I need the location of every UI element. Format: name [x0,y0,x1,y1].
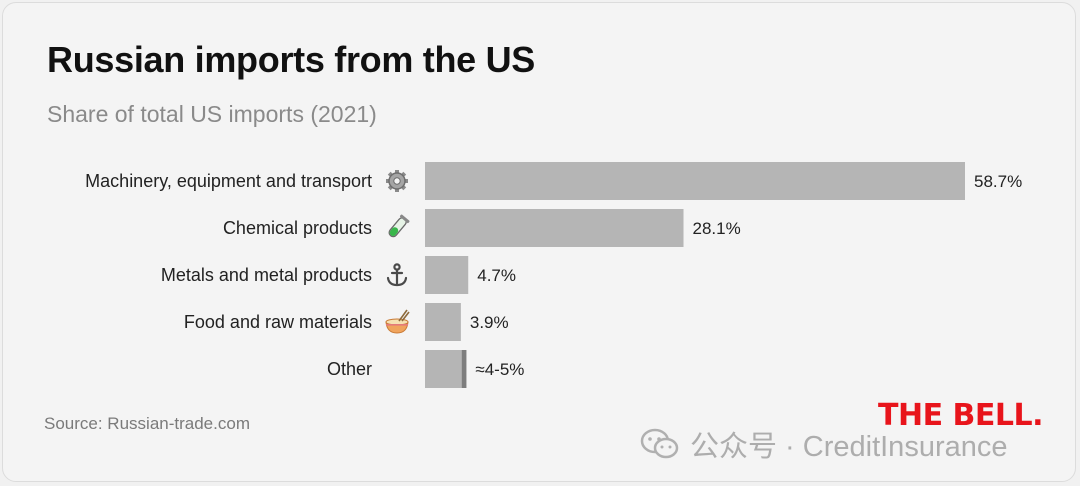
value-label: 3.9% [470,313,509,332]
watermark: 公众号 · CreditInsurance [640,423,1008,465]
bar [425,209,684,247]
test-tube-icon [388,214,410,238]
bar [425,350,467,388]
source-note: Source: Russian-trade.com [44,414,250,433]
anchor-icon [386,263,408,287]
bar-chart: Machinery, equipment and transport 58.7% C… [85,162,1022,388]
value-label: 58.7% [974,172,1022,191]
category-label: Machinery, equipment and transport [85,171,372,191]
bar [425,162,965,200]
value-label: ≈4-5% [475,360,524,379]
noodle-bowl-icon [385,309,410,334]
bar [425,256,469,294]
chart-subtitle: Share of total US imports (2021) [47,101,377,127]
wechat-icon [640,428,680,460]
bar [425,303,461,341]
bar-range [461,350,467,388]
category-label: Other [327,359,372,379]
value-label: 28.1% [693,219,741,238]
category-label: Metals and metal products [161,265,372,285]
watermark-text: 公众号 · CreditInsurance [690,431,1008,463]
value-label: 4.7% [477,266,516,285]
chart-title: Russian imports from the US [47,39,535,80]
category-label: Chemical products [223,218,372,238]
category-label: Food and raw materials [184,312,372,332]
brand-logo: THE BELL. [878,398,1044,433]
gear-icon [386,170,408,192]
